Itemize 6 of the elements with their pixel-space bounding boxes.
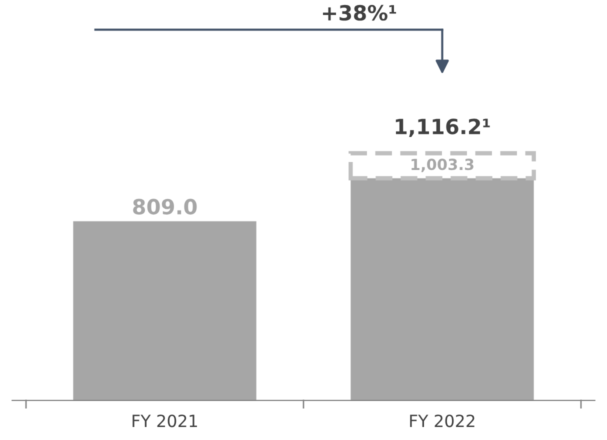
text: +38%¹ [322, 4, 396, 21]
x-tick-label: FY 2021 [132, 414, 197, 428]
x-tick-label: FY 2022 [410, 414, 474, 428]
data-label: 809.0 [133, 198, 197, 215]
data-label: 1,003.3 [412, 158, 474, 172]
total-label: 1,116.2¹ [396, 118, 490, 138]
